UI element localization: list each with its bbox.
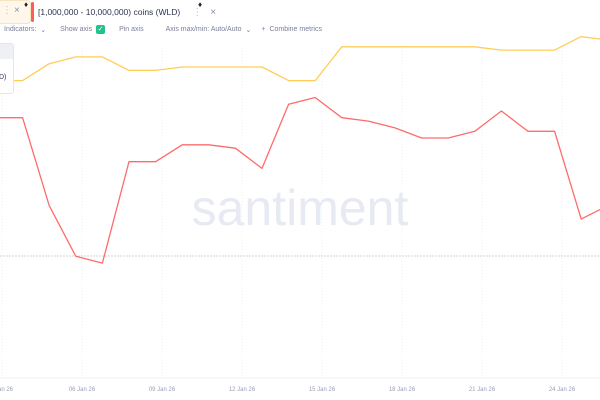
close-icon[interactable]: × [210, 6, 217, 18]
side-panel-header [0, 44, 13, 59]
series-line-0 [0, 35, 600, 82]
x-axis: Jan 26 06 Jan 26 09 Jan 26 12 Jan 26 15 Jan … [0, 387, 576, 393]
x-tick-label: 12 Jan 26 [229, 387, 256, 393]
drag-handle-icon[interactable]: ⋮ [192, 6, 203, 18]
x-tick-label: 18 Jan 26 [389, 387, 416, 393]
indicators-dropdown[interactable]: Indicators: [4, 26, 37, 33]
metric-tab-1[interactable]: ⋮ × [0, 0, 31, 24]
drag-handle-icon[interactable]: ⋮ [2, 5, 12, 16]
watermark: santiment [192, 180, 409, 236]
x-tick-label: 24 Jan 26 [549, 387, 576, 393]
metric-tab-label: [1,000,000 - 10,000,000) coins (WLD) [38, 7, 181, 17]
chevron-down-icon[interactable]: ⌄ [40, 26, 47, 34]
axis-maxmin-dropdown[interactable]: Axis max/min: Auto/Auto [165, 26, 242, 33]
close-icon[interactable]: × [14, 5, 20, 16]
side-panel[interactable]: D) [0, 43, 14, 94]
pin-axis-toggle[interactable]: Pin axis [119, 26, 144, 33]
x-tick-label: 06 Jan 26 [69, 387, 96, 393]
combine-metrics-button[interactable]: Combine metrics [269, 26, 322, 33]
pin-icon[interactable]: ♦ [24, 0, 29, 9]
x-tick-label: 15 Jan 26 [309, 387, 336, 393]
series-group [0, 35, 600, 264]
pin-icon[interactable]: ♦ [198, 0, 203, 9]
show-axis-label[interactable]: Show axis [60, 26, 93, 33]
show-axis-checkbox[interactable]: ✓ [96, 25, 106, 34]
series-line-1 [0, 96, 600, 264]
x-tick-label: Jan 26 [0, 387, 14, 393]
x-tick-label: 09 Jan 26 [149, 387, 176, 393]
side-panel-text: D) [0, 74, 7, 81]
plus-icon[interactable]: + [261, 26, 266, 33]
x-tick-label: 21 Jan 26 [469, 387, 496, 393]
series-color-marker [31, 2, 34, 22]
metric-tab-wld[interactable]: [1,000,000 - 10,000,000) coins (WLD) ⋮ × [31, 2, 216, 22]
chevron-down-icon[interactable]: ⌄ [245, 26, 252, 34]
toolbar: Indicators: ⌄ Show axis ✓ Pin axis Axis … [4, 25, 326, 34]
